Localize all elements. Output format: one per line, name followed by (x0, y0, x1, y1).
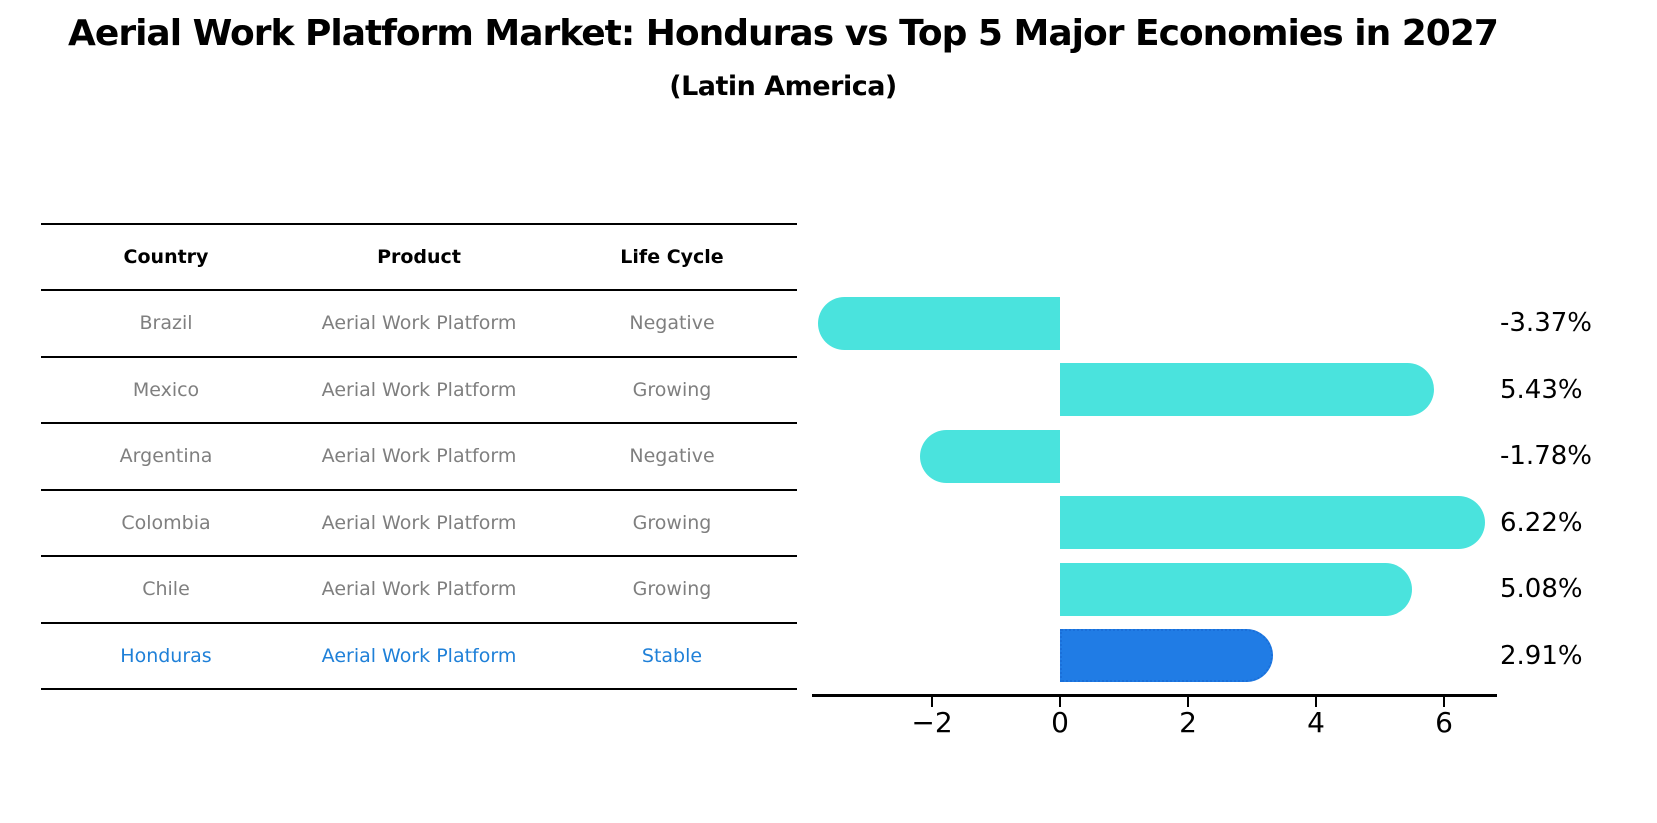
cell-product-chile: Aerial Work Platform (321, 578, 517, 601)
table-rule (41, 621, 797, 624)
cell-country-chile: Chile (142, 578, 190, 601)
value-label-colombia: 6.22% (1500, 507, 1583, 538)
x-axis-tick-label: 0 (1051, 706, 1069, 739)
table-rule (41, 223, 797, 225)
value-label-honduras: 2.91% (1500, 640, 1583, 671)
x-axis-tick (1442, 696, 1446, 707)
x-axis-tick (1314, 696, 1318, 707)
table-rule (41, 555, 797, 557)
table-header-product: Product (377, 246, 461, 268)
bar-argentina (919, 429, 1060, 483)
cell-country-brazil: Brazil (139, 312, 193, 335)
title-block: Aerial Work Platform Market: Honduras vs… (0, 0, 1566, 102)
cell-lifecycle-brazil: Negative (629, 312, 715, 335)
cell-country-colombia: Colombia (121, 511, 211, 534)
cell-product-argentina: Aerial Work Platform (321, 445, 517, 468)
x-axis-line (812, 694, 1497, 697)
x-axis-tick (930, 696, 934, 707)
cell-product-mexico: Aerial Work Platform (321, 378, 517, 401)
cell-lifecycle-colombia: Growing (632, 511, 712, 534)
x-axis-tick (1058, 696, 1062, 707)
table-header-life-cycle: Life Cycle (620, 246, 724, 268)
table-rule (41, 289, 797, 291)
cell-country-mexico: Mexico (132, 378, 200, 401)
x-axis-tick-label: 2 (1179, 706, 1197, 739)
cell-product-colombia: Aerial Work Platform (321, 511, 517, 534)
table-rule (41, 688, 797, 690)
cell-country-honduras: Honduras (120, 644, 212, 667)
value-label-mexico: 5.43% (1500, 374, 1583, 405)
bar-mexico (1060, 363, 1435, 417)
cell-lifecycle-chile: Growing (632, 578, 712, 601)
table-rule (41, 422, 797, 424)
bar-honduras (1060, 629, 1273, 683)
cell-lifecycle-argentina: Negative (629, 445, 715, 468)
cell-country-argentina: Argentina (119, 445, 213, 468)
table-rule (41, 488, 797, 491)
cell-product-honduras: Aerial Work Platform (321, 644, 517, 667)
cell-product-brazil: Aerial Work Platform (321, 312, 517, 335)
table-header-country: Country (123, 246, 209, 268)
bar-brazil (817, 296, 1060, 350)
cell-lifecycle-mexico: Growing (632, 378, 712, 401)
chart-subtitle: (Latin America) (669, 71, 897, 103)
table-rule (41, 355, 797, 358)
chart-title: Aerial Work Platform Market: Honduras vs… (68, 13, 1499, 54)
value-label-argentina: -1.78% (1500, 441, 1592, 472)
bar-colombia (1060, 496, 1485, 550)
bar-chile (1060, 562, 1412, 616)
x-axis-tick-label: 4 (1307, 706, 1325, 739)
x-axis-tick (1186, 696, 1190, 707)
value-label-chile: 5.08% (1500, 574, 1583, 605)
x-axis-tick-label: −2 (911, 706, 953, 739)
x-axis-tick-label: 6 (1435, 706, 1453, 739)
value-label-brazil: -3.37% (1500, 308, 1592, 339)
cell-lifecycle-honduras: Stable (641, 644, 703, 667)
